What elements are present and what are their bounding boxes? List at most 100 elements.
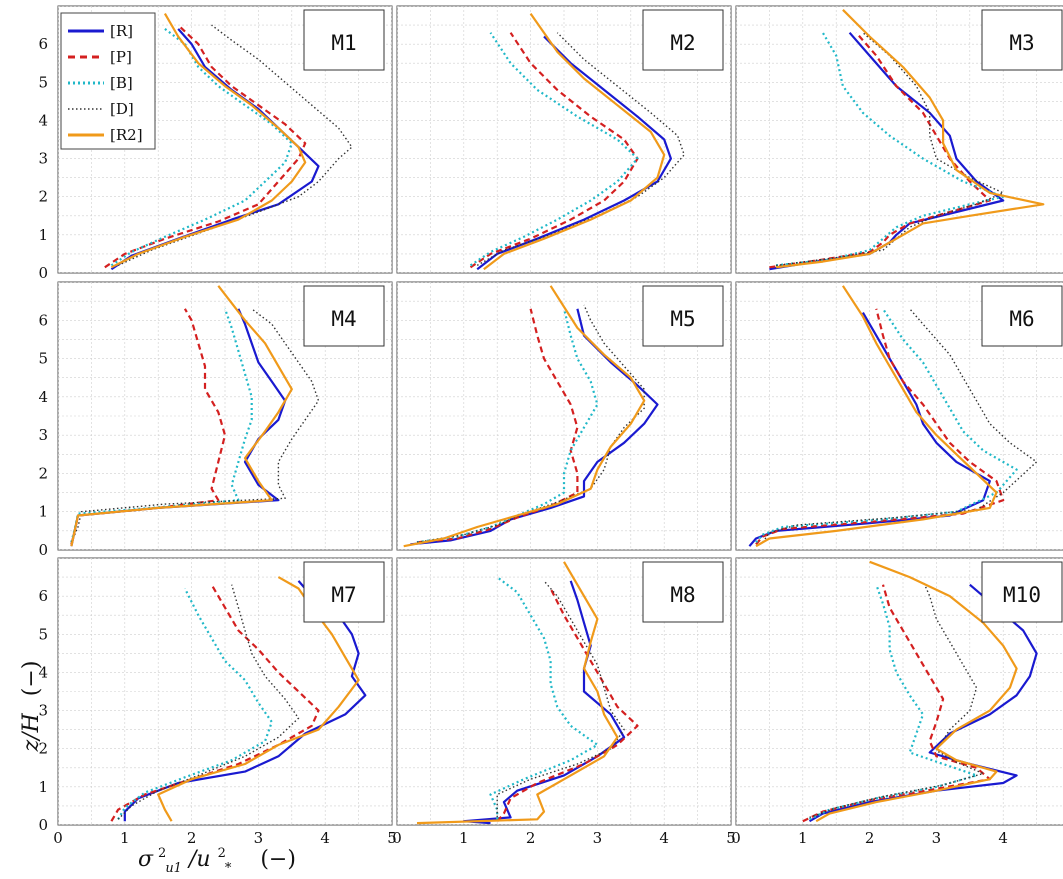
series-line-r2 [775, 9, 1045, 269]
series-line-p [110, 584, 320, 822]
series-line-r2 [110, 13, 307, 269]
x-tick-label: 4 [998, 829, 1008, 847]
x-tick-label: 1 [798, 829, 808, 847]
panel-label-box [642, 285, 724, 347]
y-tick-label: 3 [38, 702, 48, 720]
y-tick-label: 4 [38, 663, 48, 681]
panel-label-box [642, 561, 724, 623]
y-tick-label: 0 [38, 264, 48, 282]
y-tick-label: 0 [38, 541, 48, 559]
series-line-r2 [416, 561, 619, 825]
series-line-p [104, 24, 307, 269]
series-group [469, 12, 685, 271]
panel-label: M1 [331, 31, 356, 55]
series-line-b [70, 308, 253, 543]
panel-m5: M5 [396, 281, 732, 551]
panel-m4: M4 [57, 281, 393, 551]
x-tick-label: 1 [120, 829, 130, 847]
y-tick-label: 1 [38, 503, 48, 521]
series-line-r2 [815, 560, 1018, 823]
series-line-d [776, 32, 1004, 267]
series-line-p [755, 308, 1005, 546]
series-line-b [110, 28, 293, 267]
series-line-p [416, 308, 579, 544]
x-axis-title-sigma-sub: u1 [165, 861, 182, 876]
panel-label-box [981, 9, 1063, 71]
x-tick-label: 2 [865, 829, 875, 847]
y-tick-label: 2 [38, 740, 48, 758]
series-group [416, 561, 639, 825]
series-line-r2 [483, 12, 666, 271]
panel-label-box [303, 285, 385, 347]
series-line-p [469, 32, 639, 269]
series-group [403, 285, 659, 548]
y-tick-label: 6 [38, 311, 48, 329]
panels-group: M1 M2 M3 M4 M5 M6 M7 M8 M10 [57, 5, 1063, 826]
x-tick-label: 1 [459, 829, 469, 847]
panel-label: M2 [670, 31, 695, 55]
panel-label-box [981, 285, 1063, 347]
y-axis-title-var: z/H [19, 712, 44, 752]
series-line-d [809, 580, 984, 819]
series-group [748, 285, 1038, 548]
x-axis-title-sigma-sup: 2 [158, 846, 166, 861]
x-tick-label: 3 [254, 829, 264, 847]
panel-m6: M6 [735, 281, 1063, 551]
x-axis-title: σ 2 u1 /u 2 * (−) [138, 838, 296, 878]
x-axis-title-u-sub: * [225, 861, 232, 876]
tick-labels-group: 012345601234560123456012345012345012345 [38, 35, 1008, 847]
x-tick-label: 4 [659, 829, 669, 847]
series-line-d [117, 584, 300, 820]
y-tick-label: 2 [38, 188, 48, 206]
x-tick-label: 0 [392, 829, 402, 847]
x-tick-label: 5 [726, 829, 736, 847]
y-tick-label: 6 [38, 587, 48, 605]
panel-label: M7 [331, 583, 356, 607]
series-group [769, 9, 1045, 271]
panel-label-box [303, 561, 385, 623]
x-tick-label: 3 [593, 829, 603, 847]
grid-lines [58, 282, 392, 550]
x-tick-label: 2 [187, 829, 197, 847]
legend-label: [B] [110, 74, 133, 92]
panel-label: M6 [1009, 307, 1034, 331]
series-group [802, 560, 1038, 823]
panel-label: M10 [1003, 583, 1041, 607]
legend-label: [R] [110, 22, 133, 40]
y-tick-label: 6 [38, 35, 48, 53]
panel-label-box [981, 561, 1063, 623]
series-line-b [755, 308, 1018, 544]
x-axis-title-unit: (−) [260, 847, 296, 872]
y-tick-label: 1 [38, 226, 48, 244]
legend-label: [P] [110, 48, 132, 66]
panel-label: M3 [1009, 31, 1034, 55]
y-tick-label: 2 [38, 464, 48, 482]
y-tick-label: 1 [38, 778, 48, 796]
series-line-p [769, 31, 991, 269]
series-line-r2 [755, 285, 998, 548]
panel-label-box [642, 9, 724, 71]
x-tick-label: 0 [731, 829, 741, 847]
series-line-d [70, 308, 320, 543]
y-tick-label: 0 [38, 816, 48, 834]
series-group [104, 13, 353, 271]
x-tick-label: 5 [387, 829, 397, 847]
legend-label: [D] [110, 100, 134, 118]
grid-lines [736, 558, 1063, 825]
panel-m3: M3 [735, 5, 1063, 274]
legend-label: [R2] [110, 126, 143, 144]
y-tick-label: 3 [38, 150, 48, 168]
series-line-p [496, 588, 639, 822]
y-axis-title: z/H (−) [19, 661, 44, 753]
y-tick-label: 4 [38, 388, 48, 406]
series-line-r [476, 35, 673, 271]
panel-label-box [303, 9, 385, 71]
series-line-d [117, 24, 353, 267]
panel-m7: M7 [57, 557, 393, 826]
y-tick-label: 4 [38, 111, 48, 129]
panel-m8: M8 [396, 557, 732, 826]
y-tick-label: 5 [38, 350, 48, 368]
series-line-d [762, 308, 1038, 543]
x-axis-title-u-sup: 2 [218, 846, 226, 861]
